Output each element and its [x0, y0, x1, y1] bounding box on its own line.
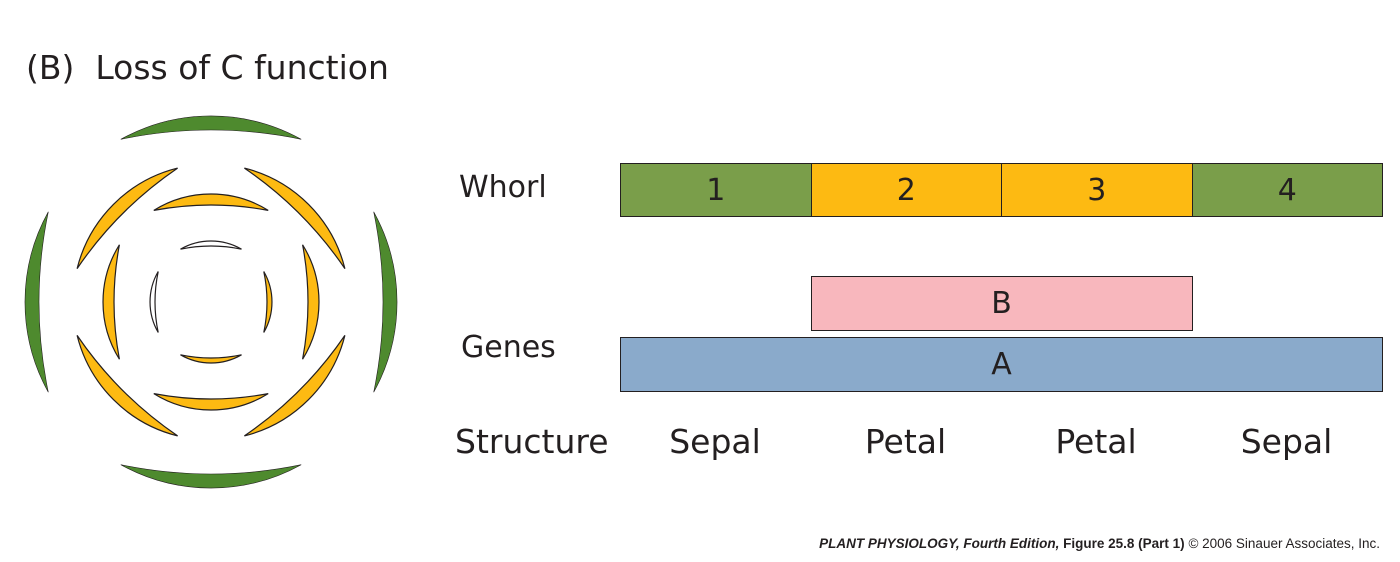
sepal-organ [120, 464, 302, 489]
credit-book: PLANT PHYSIOLOGY, Fourth Edition, [819, 536, 1060, 551]
whorl-number: 4 [1277, 172, 1297, 208]
petal-organ [244, 167, 346, 269]
whorl-cell: 3 [1001, 163, 1193, 217]
gene-b-bar: B [810, 276, 1193, 331]
inner-organ [180, 354, 242, 364]
inner-organ [149, 271, 159, 333]
petal-organ [244, 335, 346, 437]
structure-petal: Petal [864, 422, 947, 461]
whorl-cell: 2 [810, 163, 1002, 217]
inner-organ [263, 271, 273, 333]
sepal-organ [373, 211, 398, 393]
whorl-label: Whorl [459, 170, 547, 205]
credit-copyright: © 2006 Sinauer Associates, Inc. [1188, 536, 1380, 551]
figure-title: (B) Loss of C function [26, 48, 389, 87]
petal-organ [76, 167, 178, 269]
petal-organ [153, 393, 269, 411]
whorl-number: 3 [1087, 172, 1107, 208]
inner-organ [180, 240, 242, 250]
gene-b-label: B [991, 286, 1012, 321]
structure-sepal: Sepal [1240, 422, 1333, 461]
whorl-number: 1 [706, 172, 726, 208]
structure-label: Structure [455, 422, 609, 461]
petal-organ [102, 244, 120, 360]
whorl-cell: 4 [1191, 163, 1383, 217]
sepal-organ [120, 115, 302, 140]
structure-sepal: Sepal [669, 422, 761, 461]
credit-figure: Figure 25.8 (Part 1) [1063, 536, 1185, 551]
figure-credit: PLANT PHYSIOLOGY, Fourth Edition, Figure… [819, 536, 1380, 551]
whorl-number: 2 [896, 172, 916, 208]
whorl-cell: 1 [620, 163, 812, 217]
petal-organ [302, 244, 320, 360]
petal-organ [76, 335, 178, 437]
gene-a-bar: A [620, 337, 1383, 392]
genes-label: Genes [461, 330, 556, 365]
gene-a-label: A [991, 347, 1012, 382]
sepal-organ [24, 211, 49, 393]
petal-organ [153, 193, 269, 211]
flower-diagram [24, 115, 398, 489]
structure-petal: Petal [1055, 422, 1137, 461]
